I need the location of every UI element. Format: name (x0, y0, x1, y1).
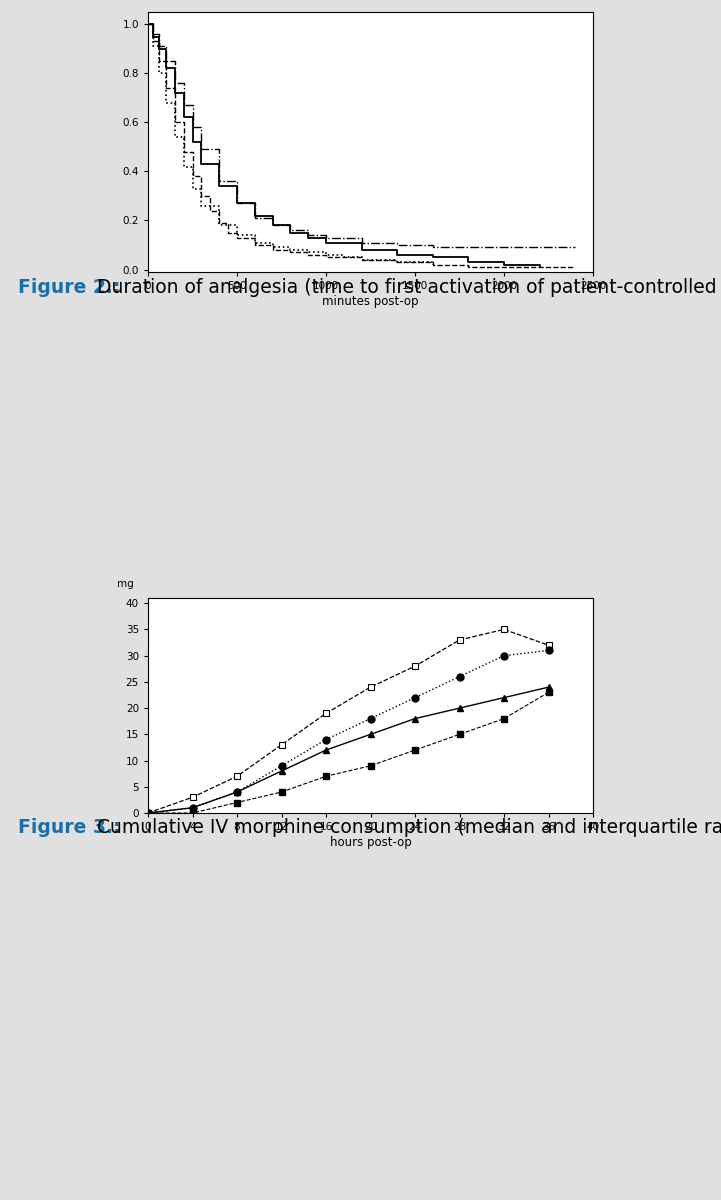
Text: Figure 2.:: Figure 2.: (18, 278, 120, 296)
Text: mg: mg (117, 580, 133, 589)
Text: Figure 3.:: Figure 3.: (18, 818, 120, 838)
X-axis label: hours post-op: hours post-op (329, 836, 412, 850)
X-axis label: minutes post-op: minutes post-op (322, 295, 419, 308)
Text: Cumulative IV morphine consumption (median and interquartile range) over 36 h. C: Cumulative IV morphine consumption (medi… (97, 818, 721, 838)
Text: Duration of analgesia (time to first activation of patient-controlled analgesia : Duration of analgesia (time to first act… (97, 278, 721, 296)
